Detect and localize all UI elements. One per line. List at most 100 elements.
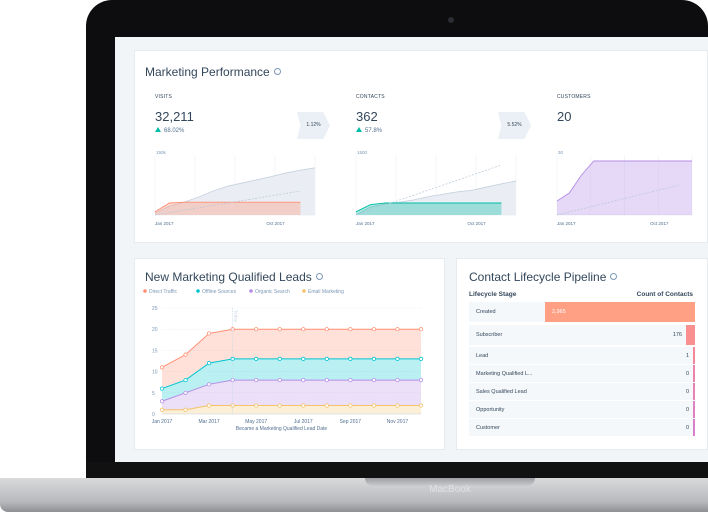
data-point[interactable] — [183, 377, 188, 383]
goal-line — [556, 184, 680, 216]
data-point[interactable] — [301, 356, 306, 361]
pipeline-row[interactable]: Sales Qualified Lead 0 — [469, 383, 695, 400]
data-point[interactable] — [418, 377, 424, 383]
data-point[interactable] — [254, 377, 259, 383]
count-value: 0 — [685, 370, 689, 377]
data-point[interactable] — [371, 377, 377, 383]
data-point[interactable] — [324, 403, 329, 408]
pipeline-row[interactable]: Subscriber 176 — [469, 325, 695, 345]
data-point[interactable] — [395, 377, 400, 383]
column-header-count: Count of Contacts — [636, 291, 693, 298]
data-point[interactable] — [254, 356, 259, 361]
actual-line — [355, 202, 502, 213]
count-value: 1 — [685, 352, 689, 359]
data-point[interactable] — [418, 327, 424, 332]
data-point[interactable] — [206, 403, 212, 408]
legend-item[interactable]: Offline Sources — [202, 289, 237, 295]
data-point[interactable] — [395, 327, 400, 332]
info-icon[interactable] — [315, 273, 323, 280]
metric-value: 32,211 — [155, 109, 194, 124]
series-line — [162, 405, 421, 411]
metric-label: CONTACTS — [356, 94, 385, 100]
x-axis-title: Became a Marketing Qualified Lead Date — [236, 426, 328, 432]
data-point[interactable] — [371, 327, 377, 332]
data-point[interactable] — [159, 407, 165, 412]
data-point[interactable] — [277, 327, 282, 332]
data-point[interactable] — [418, 356, 424, 361]
x-axis-label: Jan 2017 — [557, 221, 576, 226]
data-point[interactable] — [254, 403, 259, 408]
data-point[interactable] — [277, 403, 282, 408]
count-bar — [693, 365, 695, 382]
card-title: Contact Lifecycle Pipeline — [469, 270, 618, 284]
stage-name: Opportunity — [476, 406, 505, 413]
pipeline-row[interactable]: Created 2,965 — [469, 302, 695, 322]
x-axis-label: Oct 2017 — [467, 221, 486, 226]
data-point[interactable] — [348, 403, 353, 408]
data-point[interactable] — [418, 403, 424, 408]
up-triangle-icon — [356, 127, 362, 132]
y-tick-label: 0 — [152, 412, 155, 418]
data-point[interactable] — [183, 352, 188, 357]
data-point[interactable] — [348, 327, 353, 332]
prior-period-line — [154, 167, 316, 214]
stage-name: Sales Qualified Lead — [476, 388, 527, 395]
data-point[interactable] — [183, 407, 188, 412]
data-point[interactable] — [348, 356, 353, 361]
count-bar — [686, 325, 695, 345]
data-point[interactable] — [371, 356, 377, 361]
legend-item[interactable]: Organic Search — [255, 289, 290, 295]
laptop-chin — [86, 462, 708, 482]
legend-swatch — [249, 289, 253, 293]
data-point[interactable] — [206, 331, 212, 336]
actual-line — [154, 201, 301, 213]
pipeline-row[interactable]: Customer 0 — [469, 419, 695, 436]
data-point[interactable] — [348, 377, 353, 383]
y-tick-label: 25 — [152, 306, 158, 312]
pipeline-row[interactable]: Marketing Qualified L... 0 — [469, 365, 695, 382]
data-point[interactable] — [206, 361, 212, 366]
info-icon[interactable] — [610, 273, 618, 280]
x-axis-label: Jan 2017 — [155, 221, 174, 226]
x-tick-label: Mar 2017 — [199, 419, 220, 425]
series-line — [161, 358, 421, 390]
pipeline-row[interactable]: Opportunity 0 — [469, 401, 695, 418]
prior-period-area — [155, 167, 315, 215]
data-point[interactable] — [277, 377, 282, 383]
y-max-label: 1500 — [357, 150, 368, 155]
data-point[interactable] — [277, 356, 282, 361]
laptop-notch — [365, 478, 535, 486]
data-point[interactable] — [301, 327, 306, 332]
count-value: 176 — [672, 332, 682, 338]
data-point[interactable] — [324, 377, 329, 383]
goal-line — [355, 164, 502, 216]
pipeline-row[interactable]: Lead 1 — [469, 347, 695, 364]
data-point[interactable] — [254, 327, 259, 332]
info-icon[interactable] — [273, 68, 281, 75]
data-point[interactable] — [159, 386, 165, 391]
data-point[interactable] — [183, 390, 188, 395]
title-text: New Marketing Qualified Leads — [145, 270, 312, 284]
data-point[interactable] — [206, 382, 212, 387]
data-point[interactable] — [301, 377, 306, 383]
metric-change: 68.02% — [155, 127, 184, 134]
x-tick-label: Nov 2017 — [387, 419, 409, 425]
laptop-base — [0, 478, 708, 512]
legend-item[interactable]: Email Marketing — [308, 289, 344, 295]
data-point[interactable] — [159, 365, 165, 370]
metric-value: 20 — [557, 109, 572, 124]
x-axis-label: Oct 2017 — [266, 221, 285, 226]
data-point[interactable] — [395, 403, 400, 408]
data-point[interactable] — [301, 403, 306, 408]
device-brand: MacBook — [429, 484, 471, 495]
legend-item[interactable]: Direct Traffic — [149, 289, 177, 295]
y-tick-label: 20 — [152, 327, 158, 333]
data-point[interactable] — [159, 399, 165, 404]
data-point[interactable] — [324, 356, 329, 361]
title-text: Contact Lifecycle Pipeline — [469, 270, 607, 284]
count-bar — [693, 347, 695, 364]
data-point[interactable] — [324, 327, 329, 332]
data-point[interactable] — [395, 356, 400, 361]
x-tick-label: Jul 2017 — [294, 419, 313, 425]
data-point[interactable] — [371, 403, 377, 408]
